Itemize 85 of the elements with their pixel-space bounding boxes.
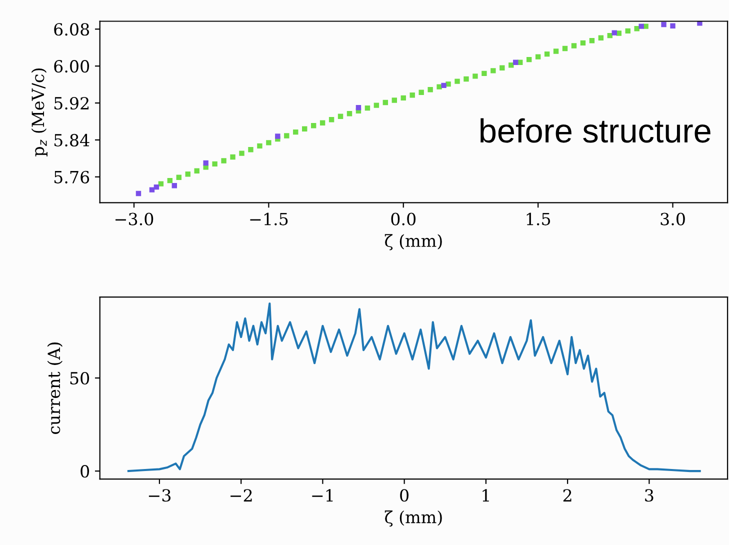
point [638,24,644,29]
point [149,187,155,192]
y-tick-label: 5.92 [54,96,89,110]
point [513,60,518,65]
annotation: before structure [480,118,710,143]
point [284,133,290,138]
point [364,105,370,111]
x-axis-title: ζ (mm) [384,234,442,250]
point [230,154,236,160]
point [612,30,617,36]
point [257,143,262,149]
x-tick-label: 1 [482,489,489,502]
point [172,183,177,188]
point [544,51,550,57]
y-tick-label: 6.08 [54,23,90,36]
point [302,126,308,132]
y-tick-label: 5.76 [54,170,90,184]
point [194,168,200,174]
point [382,100,388,106]
point [136,190,142,196]
point [392,98,397,103]
line-series [127,302,701,472]
y-tick-label: 5.84 [54,134,90,147]
y-tick-label: 0 [80,465,90,478]
point [275,134,280,139]
point [500,65,505,70]
point [562,46,568,52]
point [535,54,541,60]
point [418,90,424,95]
point [320,120,326,126]
point [212,161,218,167]
y-tick-label: 50 [70,372,90,385]
point [167,178,173,184]
point [571,43,577,48]
x-tick-label: 3 [645,489,654,502]
point [526,56,532,62]
point [464,76,469,82]
x-tick-label: −2 [230,489,252,502]
point [441,82,446,88]
point [670,23,676,28]
point [346,111,352,116]
point [598,35,604,40]
point [248,147,254,152]
point [580,40,586,46]
x-tick-label: 1.5 [526,212,550,226]
x-tick-label: 2 [563,489,572,502]
point [661,22,666,28]
point [356,105,362,110]
point [643,24,648,29]
x-tick-label: 0.0 [391,212,416,226]
point [589,38,595,44]
point [472,74,478,79]
point [221,158,226,164]
y-axis-title: current (A) [47,342,63,434]
point [616,30,622,36]
y-tick-label: 6.00 [54,60,90,73]
point [625,28,630,34]
point [454,78,460,84]
x-axis-title: ζ (mm) [384,510,442,527]
point [490,68,496,74]
point [293,129,298,135]
x-tick-label: −1 [312,489,333,502]
x-tick-label: 3.0 [660,212,685,226]
point [436,84,442,90]
point [266,140,272,146]
x-tick-label: −3.0 [116,212,154,226]
point [410,92,415,98]
point [428,87,433,92]
point [328,117,334,122]
point [203,160,208,166]
point [239,150,244,156]
x-tick-label: −3 [148,489,171,502]
x-tick-label: −1.5 [250,212,288,226]
point [158,181,164,186]
point [374,102,380,108]
point [553,48,559,54]
point [400,95,406,101]
y-axis-title: p$_{z}$ (MeV/c) [31,68,48,156]
x-tick-label: 0 [400,489,409,502]
point [176,174,182,180]
point [338,114,344,119]
point [310,123,316,128]
point [185,172,190,177]
point [482,70,487,76]
point [154,184,160,190]
